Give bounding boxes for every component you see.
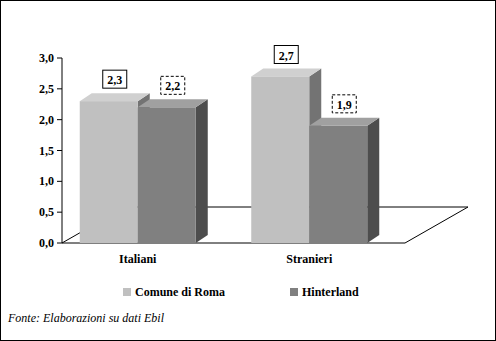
data-label-box	[332, 95, 356, 113]
bar-top	[80, 93, 150, 101]
legend-swatch	[290, 288, 298, 296]
y-tick	[57, 88, 62, 89]
data-label-box	[161, 76, 185, 94]
bar-side	[367, 118, 379, 243]
bar	[138, 107, 196, 243]
bars	[80, 69, 380, 244]
legend: Comune di Roma Hinterland	[123, 285, 359, 299]
y-tick-label: 0,0	[39, 236, 54, 250]
chart-border	[1, 1, 496, 341]
chart-container: 0,0 0,5 1,0 1,5 2,0 2,5 3,0 2,3 2,2 2,7 1,9 Italian…	[0, 0, 496, 341]
bar	[309, 126, 367, 243]
legend-label: Hinterland	[302, 285, 359, 299]
source: Fonte: Elaborazioni su dati Ebil	[7, 311, 165, 325]
legend-swatch	[123, 288, 131, 296]
y-tick	[57, 150, 62, 151]
bar-side	[196, 99, 208, 243]
data-label: 2,7	[279, 49, 294, 63]
bar	[251, 77, 309, 244]
y-tick-label: 3,0	[39, 51, 54, 65]
y-tick-label: 0,5	[39, 205, 54, 219]
y-tick-label: 1,0	[39, 174, 54, 188]
data-labels: 2,3 2,2 2,7 1,9	[103, 46, 357, 113]
y-tick-label: 2,5	[39, 82, 54, 96]
y-tick	[57, 243, 62, 244]
data-label: 1,9	[337, 98, 352, 112]
chart-svg: 0,0 0,5 1,0 1,5 2,0 2,5 3,0 2,3 2,2 2,7 1,9 Italian…	[0, 0, 496, 341]
y-tick-label: 2,0	[39, 113, 54, 127]
data-label: 2,3	[107, 73, 122, 87]
y-tick	[57, 212, 62, 213]
data-label: 2,2	[165, 79, 180, 93]
y-tick-label: 1,5	[39, 144, 54, 158]
bar-top	[309, 118, 379, 126]
y-tick	[57, 58, 62, 59]
bar-top	[138, 99, 208, 107]
bar	[80, 101, 138, 243]
category-label: Italiani	[119, 252, 157, 266]
bar-top	[251, 69, 321, 77]
data-label-box	[274, 46, 298, 64]
data-label-box	[103, 70, 127, 88]
legend-label: Comune di Roma	[135, 285, 225, 299]
y-tick	[57, 181, 62, 182]
y-tick	[57, 119, 62, 120]
category-label: Stranieri	[286, 252, 333, 266]
